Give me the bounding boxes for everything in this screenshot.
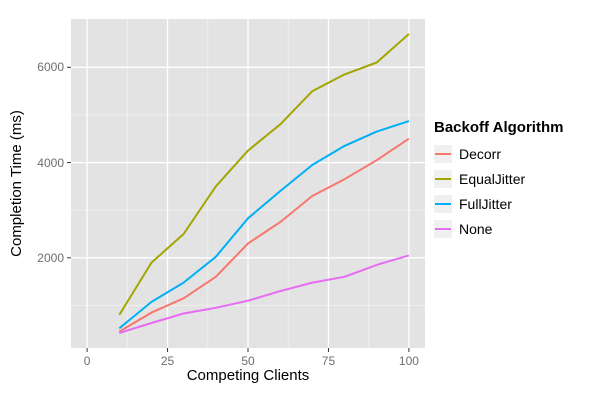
series-line-decorr bbox=[118, 137, 410, 333]
y-tick-label: 4000 bbox=[37, 155, 64, 170]
legend-item-label: FullJitter bbox=[459, 196, 512, 212]
tick-marks bbox=[67, 66, 410, 352]
series-line-fulljitter bbox=[118, 120, 410, 330]
legend-key-swatch bbox=[434, 170, 452, 188]
legend-item-decorr: Decorr bbox=[434, 145, 598, 163]
legend-item-none: None bbox=[434, 220, 598, 238]
legend-key-line bbox=[435, 178, 451, 180]
x-axis-title: Competing Clients bbox=[186, 367, 310, 384]
y-tick-label: 6000 bbox=[37, 60, 64, 75]
legend-item-label: EqualJitter bbox=[459, 171, 526, 187]
legend-item-label: None bbox=[459, 221, 493, 237]
x-tick-label: 25 bbox=[160, 354, 175, 368]
legend-title: Backoff Algorithm bbox=[434, 119, 564, 136]
legend-key-line bbox=[435, 203, 451, 205]
legend: Backoff Algorithm Decorr EqualJitter FullJ… bbox=[434, 119, 598, 245]
y-tick-label: 2000 bbox=[37, 250, 64, 265]
legend-key-line bbox=[435, 153, 451, 155]
legend-key-swatch bbox=[434, 195, 452, 213]
legend-item-equaljitter: EqualJitter bbox=[434, 170, 598, 188]
x-tick-label: 100 bbox=[398, 354, 419, 368]
series-line-none bbox=[119, 254, 410, 334]
x-tick-label: 0 bbox=[83, 354, 91, 368]
series-line-equaljitter bbox=[118, 33, 410, 316]
legend-key-line bbox=[435, 228, 451, 230]
legend-item-fulljitter: FullJitter bbox=[434, 195, 598, 213]
x-tick-label: 75 bbox=[321, 354, 336, 368]
legend-items: Decorr EqualJitter FullJitter None bbox=[434, 145, 598, 238]
legend-item-label: Decorr bbox=[459, 146, 502, 162]
x-tick-label: 50 bbox=[241, 354, 255, 368]
major-gridlines bbox=[71, 19, 425, 348]
legend-key-swatch bbox=[434, 145, 452, 163]
legend-key-swatch bbox=[434, 220, 452, 238]
